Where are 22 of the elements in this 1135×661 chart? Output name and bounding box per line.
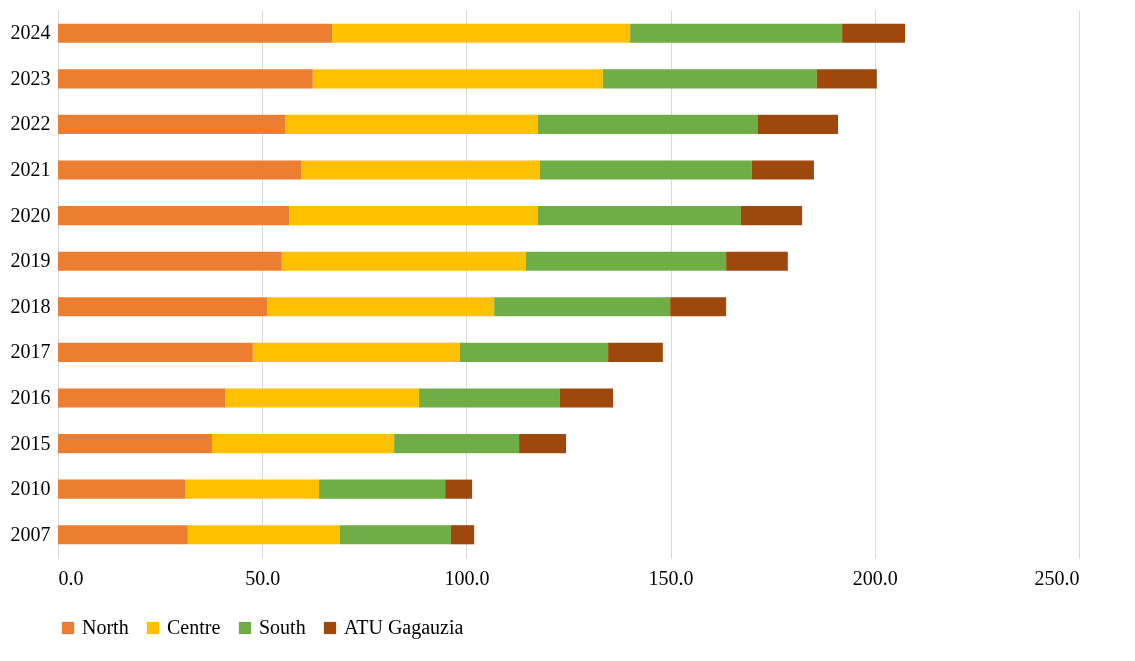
- y-tick-label: 2019: [10, 249, 51, 272]
- y-tick-label: 2017: [10, 340, 51, 363]
- x-tick-label: 0.0: [58, 566, 84, 589]
- y-tick-label: 2015: [10, 431, 51, 454]
- y-tick-label: 2018: [10, 294, 51, 317]
- legend-label: North: [82, 616, 129, 638]
- y-tick-label: 2024: [10, 21, 51, 44]
- legend-label: Centre: [167, 616, 221, 638]
- y-tick-label: 2010: [10, 477, 51, 500]
- legend-label: ATU Gagauzia: [344, 616, 464, 639]
- y-tick-label: 2016: [10, 385, 51, 408]
- x-tick-label: 150.0: [648, 566, 694, 589]
- y-tick-label: 2023: [10, 66, 51, 89]
- y-tick-label: 2022: [10, 112, 51, 135]
- y-tick-label: 2007: [10, 522, 51, 545]
- x-tick-label: 50.0: [245, 566, 281, 589]
- y-tick-label: 2020: [10, 203, 51, 226]
- legend-label: South: [259, 616, 306, 638]
- y-tick-label: 2021: [10, 158, 51, 181]
- x-tick-label: 200.0: [852, 566, 898, 589]
- x-tick-label: 250.0: [1034, 566, 1080, 589]
- x-tick-label: 100.0: [444, 566, 490, 589]
